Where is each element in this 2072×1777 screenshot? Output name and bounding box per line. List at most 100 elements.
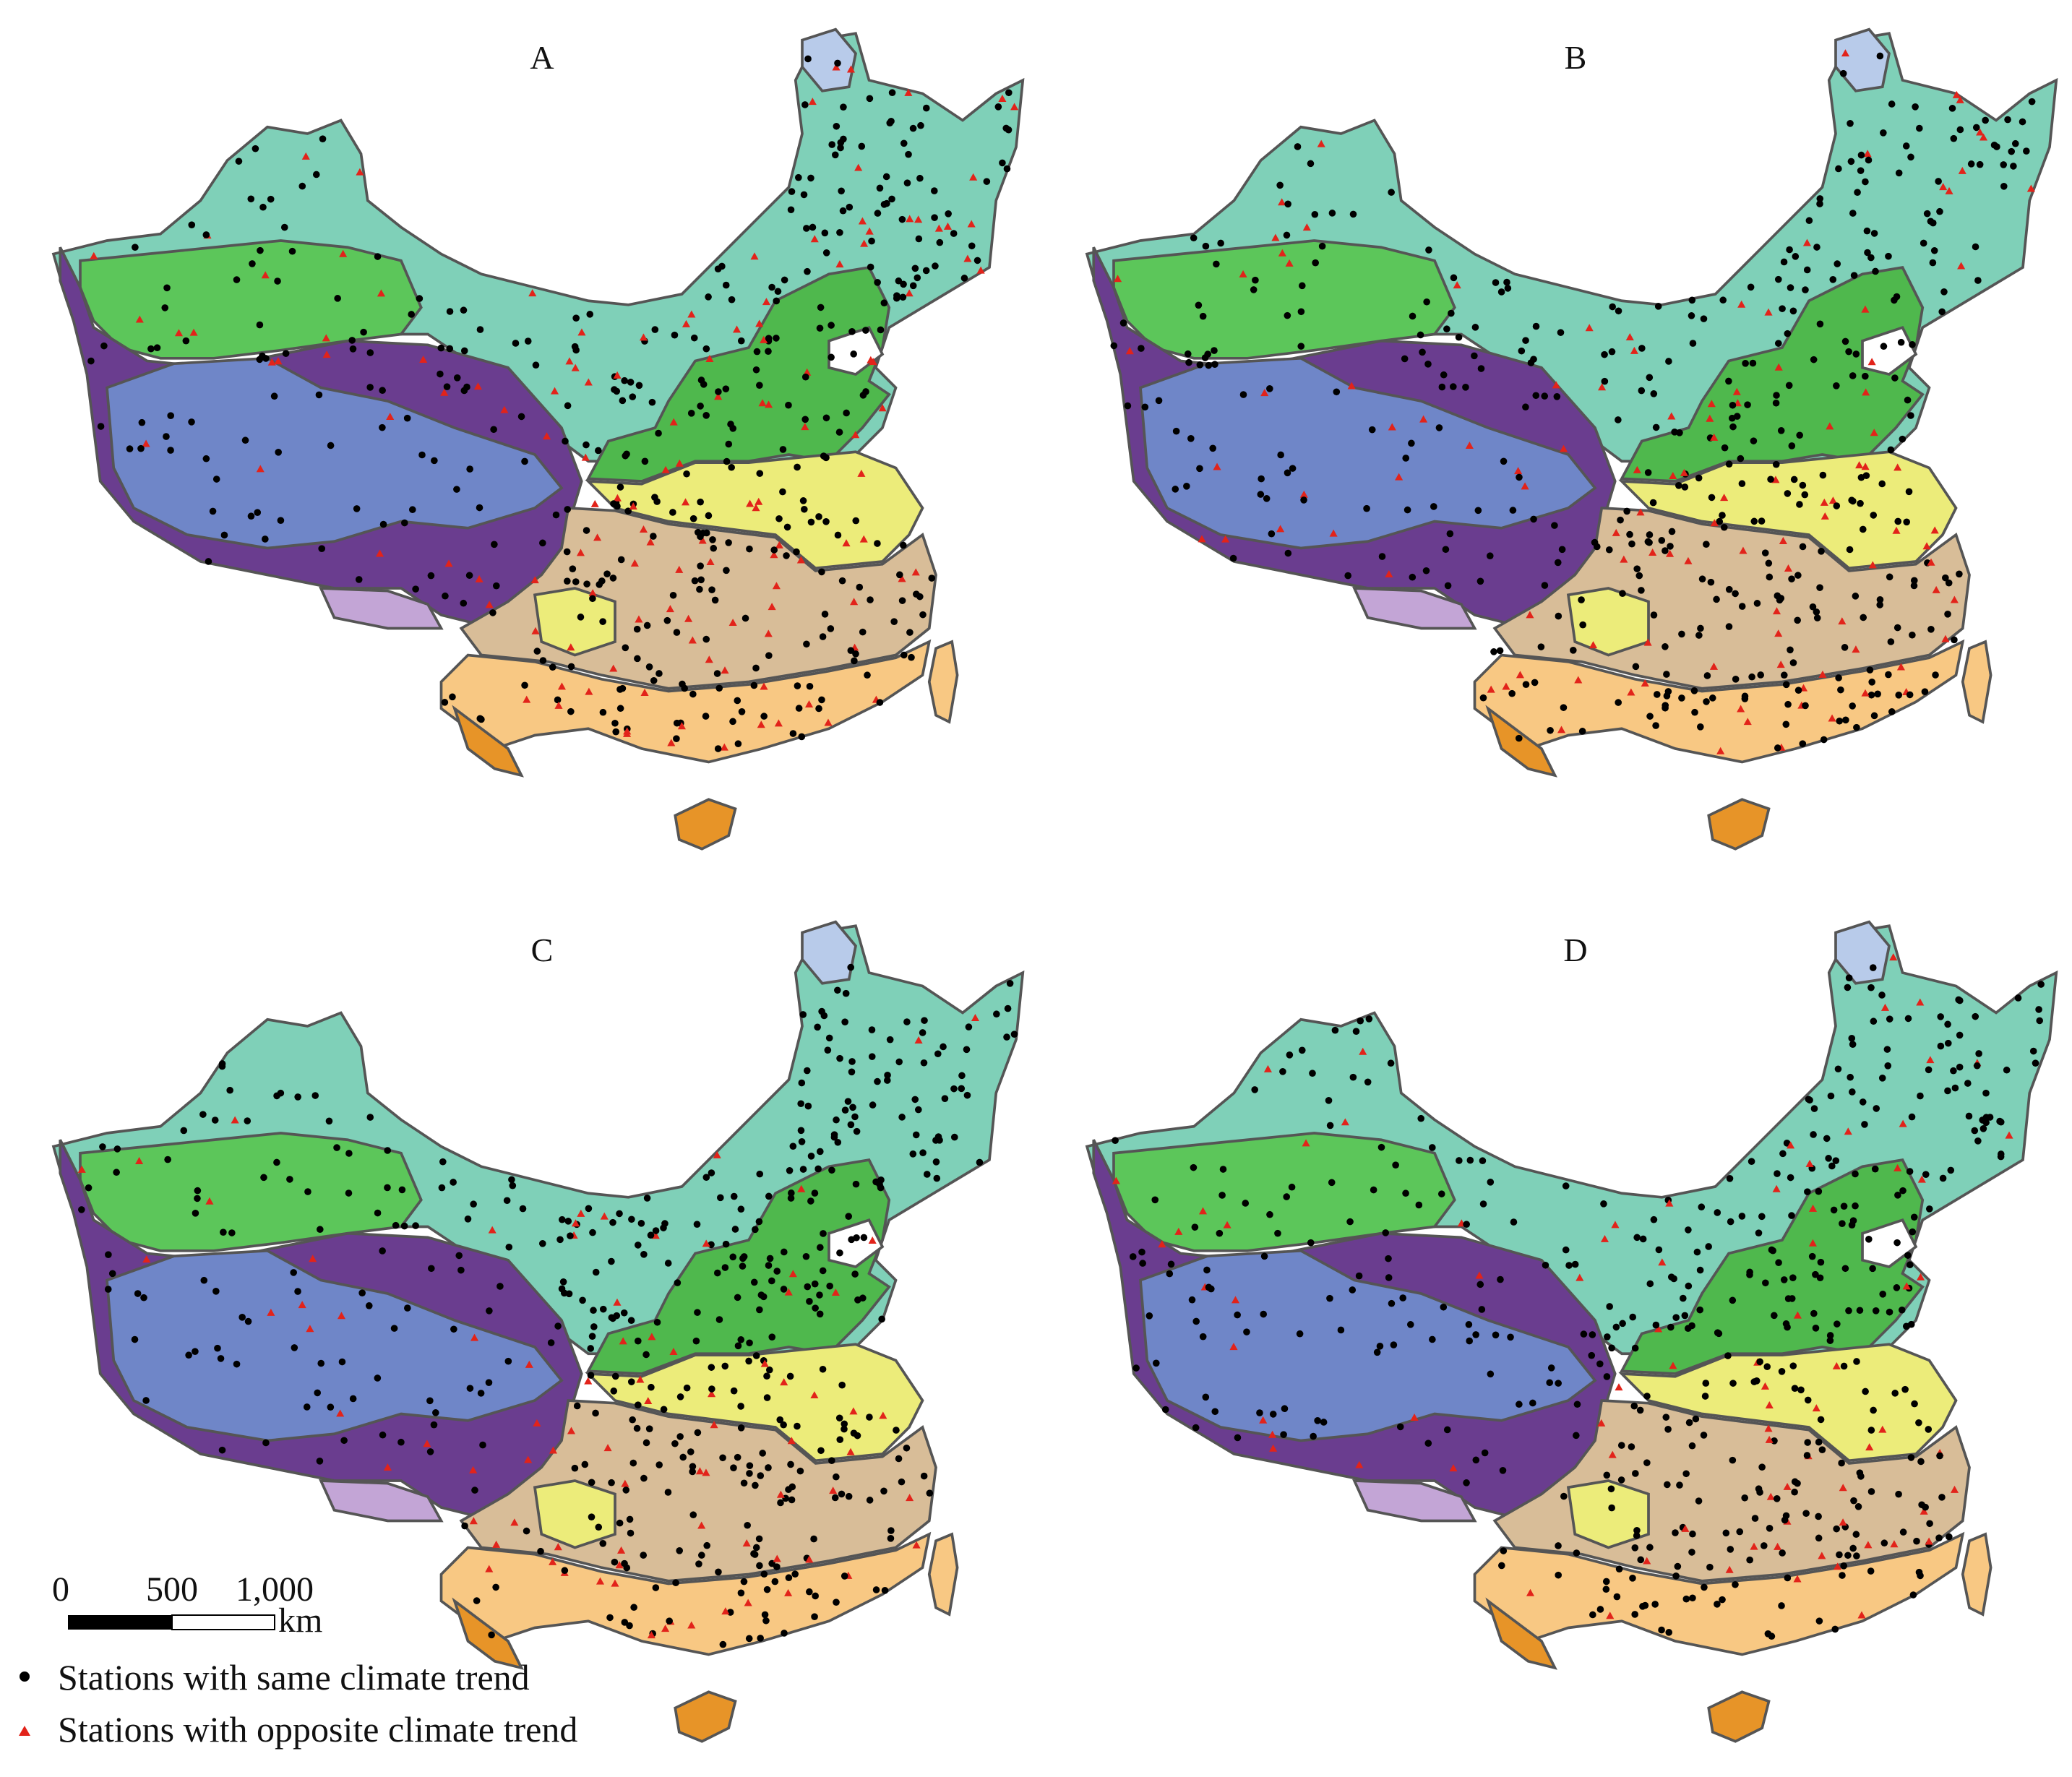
station-same-marker — [1635, 572, 1643, 580]
station-same-marker — [2037, 981, 2045, 988]
station-same-marker — [233, 1360, 241, 1368]
station-opposite-marker — [1832, 1361, 1841, 1369]
station-same-marker — [517, 413, 525, 421]
station-same-marker — [226, 1086, 233, 1094]
station-same-marker — [212, 1287, 220, 1295]
station-same-marker — [1387, 1059, 1395, 1067]
station-same-marker — [2004, 116, 2011, 124]
station-same-marker — [1950, 134, 1958, 142]
station-same-marker — [917, 121, 924, 129]
station-opposite-marker — [702, 1239, 710, 1247]
station-same-marker — [1750, 517, 1758, 525]
station-same-marker — [1145, 1312, 1153, 1320]
station-same-marker — [450, 1179, 457, 1186]
station-same-marker — [132, 244, 139, 251]
station-same-marker — [1573, 1400, 1581, 1408]
station-same-marker — [1873, 1105, 1880, 1112]
station-same-marker — [806, 1298, 813, 1305]
station-same-marker — [611, 719, 619, 727]
station-same-marker — [737, 337, 745, 345]
station-opposite-marker — [1779, 536, 1787, 544]
station-same-marker — [353, 505, 361, 512]
station-same-marker — [834, 1138, 842, 1146]
station-opposite-marker — [1625, 332, 1634, 340]
station-same-marker — [1922, 1503, 1929, 1511]
station-opposite-marker — [904, 88, 913, 96]
station-same-marker — [138, 418, 146, 426]
station-same-marker — [1172, 486, 1179, 493]
station-same-marker — [1326, 1122, 1334, 1130]
station-same-marker — [360, 328, 367, 336]
station-same-marker — [721, 1362, 729, 1370]
station-same-marker — [403, 414, 411, 422]
station-same-marker — [1721, 444, 1729, 452]
station-same-marker — [895, 1455, 903, 1463]
station-opposite-marker — [1720, 494, 1729, 502]
station-same-marker — [1440, 371, 1448, 379]
station-same-marker — [349, 345, 357, 353]
station-same-marker — [898, 1478, 906, 1486]
station-same-marker — [1638, 345, 1646, 352]
station-opposite-marker — [629, 502, 637, 510]
station-same-marker — [1826, 1332, 1834, 1339]
scale-tick-500: 500 — [146, 1570, 198, 1609]
station-same-marker — [1504, 285, 1512, 292]
station-same-marker — [1917, 1458, 1925, 1466]
station-same-marker — [773, 335, 780, 342]
station-same-marker — [1166, 1270, 1174, 1278]
station-same-marker — [1917, 1092, 1924, 1100]
station-same-marker — [818, 696, 825, 704]
station-opposite-marker — [787, 1437, 796, 1445]
station-same-marker — [583, 441, 590, 449]
station-same-marker — [1993, 143, 2000, 150]
station-opposite-marker — [705, 655, 713, 663]
station-same-marker — [838, 1381, 846, 1389]
station-opposite-marker — [1932, 585, 1940, 593]
station-same-marker — [1871, 1165, 1879, 1173]
station-opposite-marker — [2026, 184, 2035, 192]
station-same-marker — [661, 1220, 669, 1227]
station-same-marker — [1132, 1364, 1140, 1372]
station-same-marker — [2003, 1066, 2011, 1074]
station-same-marker — [611, 1372, 619, 1380]
station-same-marker — [934, 1050, 942, 1058]
station-opposite-marker — [510, 1518, 519, 1526]
station-same-marker — [1703, 672, 1711, 679]
station-same-marker — [262, 535, 269, 543]
station-opposite-marker — [1487, 685, 1495, 693]
station-same-marker — [188, 221, 196, 228]
station-same-marker — [1601, 350, 1608, 358]
station-same-marker — [1907, 153, 1914, 161]
station-same-marker — [244, 1317, 252, 1325]
station-opposite-marker — [846, 65, 856, 73]
station-opposite-marker — [1950, 595, 1959, 603]
station-opposite-marker — [639, 525, 648, 533]
station-same-marker — [496, 1283, 504, 1290]
station-same-marker — [1349, 1286, 1357, 1294]
station-same-marker — [1688, 1442, 1696, 1450]
station-same-marker — [789, 1143, 797, 1150]
station-same-marker — [538, 1240, 546, 1247]
station-same-marker — [78, 1206, 85, 1213]
station-opposite-marker — [581, 453, 590, 461]
station-same-marker — [683, 470, 690, 478]
station-opposite-marker — [1808, 1204, 1818, 1212]
station-same-marker — [1778, 1367, 1786, 1375]
station-same-marker — [853, 1127, 861, 1135]
station-same-marker — [751, 1551, 759, 1558]
station-opposite-marker — [1774, 1542, 1782, 1550]
station-opposite-marker — [386, 413, 395, 421]
station-same-marker — [585, 1205, 593, 1213]
station-same-marker — [161, 304, 169, 311]
station-same-marker — [1202, 242, 1210, 250]
station-same-marker — [1565, 1262, 1573, 1269]
station-same-marker — [1603, 1471, 1611, 1479]
station-same-marker — [762, 1617, 770, 1625]
station-same-marker — [1945, 579, 1953, 587]
station-opposite-marker — [1862, 388, 1870, 396]
station-same-marker — [374, 253, 382, 260]
station-opposite-marker — [998, 94, 1007, 102]
station-same-marker — [1529, 1399, 1536, 1407]
station-same-marker — [836, 1249, 843, 1257]
station-same-marker — [919, 611, 927, 619]
